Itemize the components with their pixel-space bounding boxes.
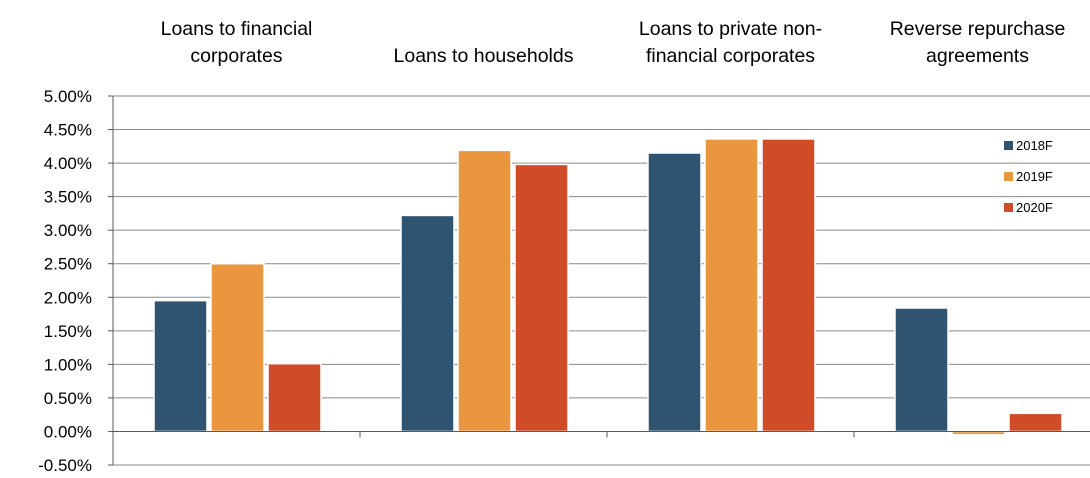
bar-2020f-2: [514, 163, 569, 433]
bar-2020f-4: [1008, 412, 1063, 433]
bar-2019f-2: [457, 149, 512, 433]
category-label: Loans to financial corporates: [161, 18, 313, 67]
bar-2019f-4: [951, 430, 1006, 436]
legend-label-2018f: 2018F: [1016, 138, 1053, 153]
category-label-line: agreements: [926, 45, 1029, 67]
y-tick-labels: -0.50% 0.00% 0.50% 1.00% 1.50% 2.00% 2.50% 3.00…: [38, 87, 92, 475]
legend-swatch-2018f: [1004, 141, 1013, 150]
y-tick-label: 1.00%: [44, 355, 92, 374]
bar-2018f-1: [153, 299, 208, 433]
category-label-line: Loans to households: [394, 45, 574, 67]
y-tick-label: 4.00%: [44, 154, 92, 173]
axes: [108, 95, 1090, 466]
bar-2018f-3: [647, 152, 702, 433]
y-tick-label: 3.50%: [44, 188, 92, 207]
category-label-line: Loans to private non-: [639, 18, 822, 40]
y-tick-label: -0.50%: [38, 456, 92, 473]
bar-2019f-1: [210, 262, 265, 433]
y-tick-label: 5.00%: [44, 87, 92, 106]
category-labels: Loans to financial corporates Loans to hou…: [161, 18, 1066, 67]
y-tick-label: 3.00%: [44, 221, 92, 240]
category-label-line: financial corporates: [646, 45, 815, 67]
legend-swatch-2019f: [1004, 172, 1013, 181]
y-tick-label: 4.50%: [44, 121, 92, 140]
legend-swatch-2020f: [1004, 203, 1013, 212]
y-tick-label: 1.50%: [44, 322, 92, 341]
y-tick-label: 0.50%: [44, 389, 92, 408]
bar-2020f-1: [267, 362, 322, 433]
bar-2019f-3: [704, 138, 759, 433]
category-label-line: Loans to financial: [161, 18, 313, 40]
bar-2020f-3: [761, 138, 816, 433]
legend-label-2020f: 2020F: [1016, 200, 1053, 215]
bars: [153, 138, 1063, 436]
category-label-line: corporates: [190, 45, 282, 67]
bar-2018f-4: [894, 307, 949, 433]
legend-label-2019f: 2019F: [1016, 169, 1053, 184]
category-label: Reverse repurchase agreements: [890, 18, 1066, 67]
y-tick-label: 2.50%: [44, 255, 92, 274]
category-label: Loans to private non-financial corporate…: [639, 18, 822, 67]
y-tick-label: 0.00%: [44, 422, 92, 441]
y-tick-label: 2.00%: [44, 288, 92, 307]
bar-2018f-2: [400, 214, 455, 433]
category-label: Loans to households: [394, 45, 574, 67]
category-label-line: Reverse repurchase: [890, 18, 1066, 40]
legend: 2018F 2019F 2020F: [1004, 138, 1053, 215]
